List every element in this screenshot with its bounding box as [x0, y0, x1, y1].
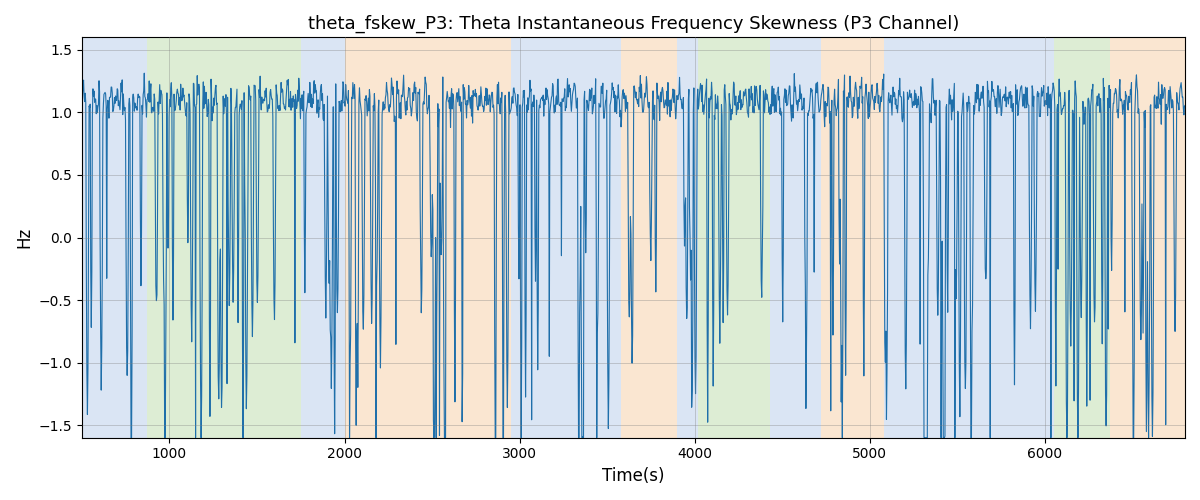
Bar	[884, 38, 1054, 438]
Bar	[344, 38, 511, 438]
Bar	[82, 38, 146, 438]
Bar	[1110, 38, 1186, 438]
Y-axis label: Hz: Hz	[14, 227, 32, 248]
Bar	[301, 38, 344, 438]
Bar	[698, 38, 770, 438]
Bar	[622, 38, 677, 438]
Bar	[146, 38, 301, 438]
Title: theta_fskew_P3: Theta Instantaneous Frequency Skewness (P3 Channel): theta_fskew_P3: Theta Instantaneous Freq…	[307, 15, 959, 34]
Bar	[1054, 38, 1110, 438]
Bar	[770, 38, 821, 438]
Bar	[511, 38, 622, 438]
Bar	[677, 38, 698, 438]
X-axis label: Time(s): Time(s)	[602, 467, 665, 485]
Bar	[821, 38, 884, 438]
